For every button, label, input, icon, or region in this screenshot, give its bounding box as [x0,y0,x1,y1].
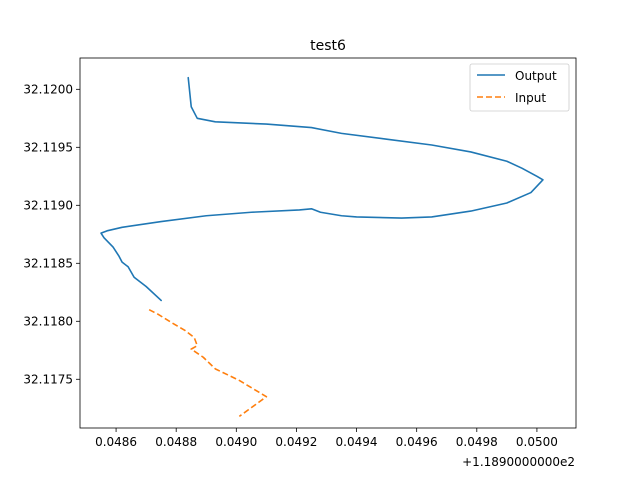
x-tick-label: 0.0500 [516,435,558,449]
plot-frame [79,57,577,429]
x-tick-label: 0.0498 [456,435,498,449]
y-tick-label: 32.1190 [23,198,73,212]
y-axis: 32.1175 32.1180 32.1185 32.1190 32.1195 32.12… [23,82,80,386]
y-tick-label: 32.1180 [23,314,73,328]
y-tick-label: 32.1185 [23,256,73,270]
y-tick-label: 32.1175 [23,372,73,386]
x-axis: 0.0486 0.0488 0.0490 0.0492 0.0494 0.0496 0.04… [95,428,558,449]
legend: Output Input [469,63,570,112]
series-input-line [148,308,268,418]
chart-title: test6 [310,38,346,54]
x-tick-label: 0.0494 [336,435,378,449]
x-tick-label: 0.0488 [155,435,197,449]
x-tick-label: 0.0492 [275,435,317,449]
legend-input-label: Input [515,91,546,105]
x-tick-label: 0.0486 [95,435,137,449]
x-axis-offset-label: +1.1890000000e2 [462,455,575,469]
y-tick-label: 32.1195 [23,140,73,154]
x-tick-label: 0.0496 [396,435,438,449]
series-output-line [100,76,544,302]
y-tick-label: 32.1200 [23,82,73,96]
series-layer [100,76,544,418]
x-tick-label: 0.0490 [215,435,257,449]
legend-output-label: Output [515,69,557,83]
